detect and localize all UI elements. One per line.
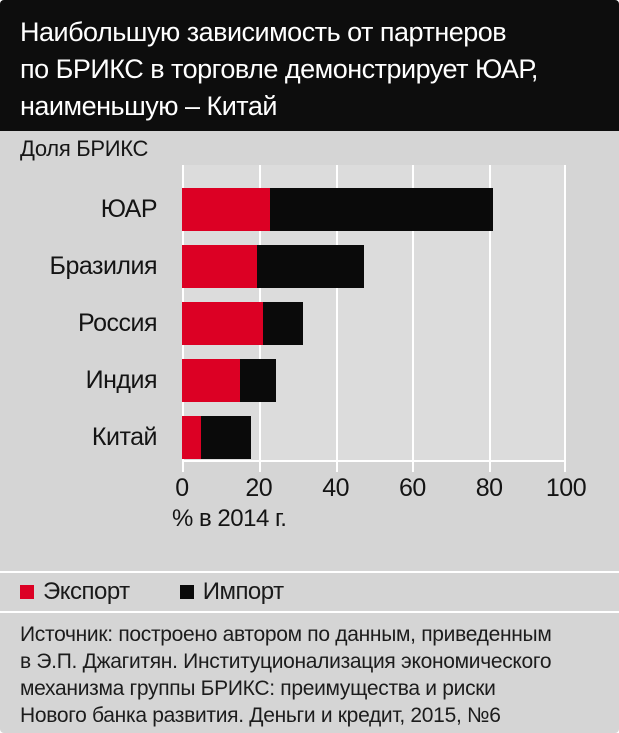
legend-item-экспорт: Экспорт	[20, 578, 130, 606]
bar-track	[182, 245, 566, 288]
chart-legend: Экспорт Импорт	[0, 571, 619, 613]
bar-row: Бразилия	[0, 245, 619, 288]
x-axis-title: % в 2014 г.	[172, 505, 287, 532]
импорт-bar-segment	[201, 416, 252, 459]
chart-title-line-1: Наибольшую зависимость от партнеров	[20, 17, 507, 47]
chart-subtitle: Доля БРИКС	[20, 136, 149, 161]
tick-mark-60	[412, 462, 415, 472]
bar-row: Россия	[0, 302, 619, 345]
gridline-40	[335, 165, 338, 460]
bar-row: Индия	[0, 359, 619, 402]
category-label: ЮАР	[100, 195, 158, 223]
chart-title-line-2: по БРИКС в торговле демонстрирует ЮАР,	[20, 54, 538, 84]
category-label: Россия	[78, 309, 157, 337]
legend-label: Импорт	[202, 578, 284, 605]
source-line: в Э.П. Джагитян. Институционализация эко…	[20, 650, 552, 673]
bar-row: Китай	[0, 416, 619, 459]
импорт-bar-segment	[256, 245, 365, 288]
gridline-100	[564, 165, 566, 460]
bar-track	[182, 416, 566, 459]
gridline-60	[412, 165, 415, 460]
tick-mark-80	[489, 462, 492, 472]
экспорт-bar-segment	[182, 188, 271, 231]
legend-label: Экспорт	[43, 578, 130, 605]
header: Наибольшую зависимость от партнеров по Б…	[0, 0, 619, 131]
экспорт-bar-segment	[182, 302, 263, 345]
category-label: Индия	[85, 366, 158, 394]
chart-title-line-3: наименьшую – Китай	[20, 91, 277, 121]
tick-label-100: 100	[545, 474, 587, 502]
legend-item-импорт: Импорт	[179, 578, 284, 606]
tick-mark-40	[335, 462, 338, 472]
plot-wrapper: ЮАР Бразилия Россия Индия Китай	[0, 165, 619, 462]
импорт-bar-segment	[270, 188, 494, 231]
x-axis-tick-labels: 0 20 40 60 80 100	[175, 472, 586, 504]
source-line: Нового банка развития. Деньги и кредит, …	[20, 704, 501, 727]
bar-track	[182, 188, 566, 231]
импорт-bar-segment	[239, 359, 277, 402]
source-line: Источник: построено автором по данным, п…	[20, 623, 552, 646]
экспорт-bar-segment	[182, 359, 240, 402]
bar-rows: ЮАР Бразилия Россия Индия Китай	[0, 188, 619, 459]
экспорт-bar-segment	[182, 416, 202, 459]
экспорт-swatch-icon	[20, 585, 34, 599]
category-label: Бразилия	[49, 252, 158, 280]
tick-label-20: 20	[245, 474, 273, 502]
x-axis-ticks	[182, 462, 566, 472]
экспорт-bar-segment	[182, 245, 257, 288]
tick-label-60: 60	[398, 474, 426, 502]
category-label: Китай	[91, 423, 158, 451]
bar-row: ЮАР	[0, 188, 619, 231]
source-note: Источник: построено автором по данным, п…	[0, 613, 619, 729]
stacked-bar-chart: ЮАР Бразилия Россия Индия Китай 0 20 40 60 80 100…	[0, 165, 619, 533]
tick-mark-100	[564, 462, 566, 472]
tick-label-0: 0	[175, 474, 189, 502]
source-line: механизма группы БРИКС: преимущества и р…	[20, 677, 496, 700]
bar-track	[182, 359, 566, 402]
tick-label-40: 40	[322, 474, 349, 502]
tick-label-80: 80	[475, 474, 503, 502]
tick-mark-0	[182, 462, 184, 472]
gridline-80	[489, 165, 492, 460]
tick-mark-20	[258, 462, 261, 472]
импорт-bar-segment	[262, 302, 303, 345]
импорт-swatch-icon	[179, 585, 194, 599]
bar-track	[182, 302, 566, 345]
